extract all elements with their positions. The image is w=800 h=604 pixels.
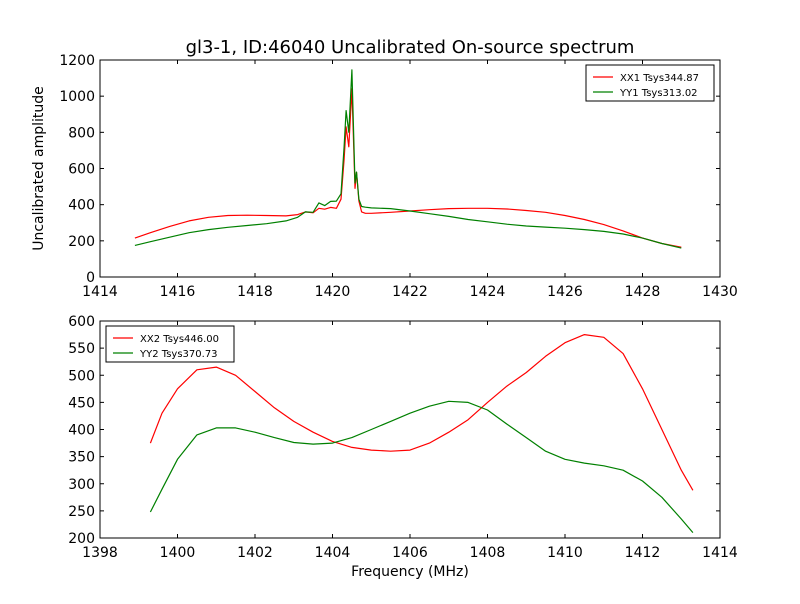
bottom-x-tick-label: 1400 (160, 545, 196, 561)
top-panel: 1414 1416 1418 1420 1422 1424 1426 1428 1430 0 200… (31, 53, 738, 300)
top-y-tick-label: 200 (68, 234, 95, 250)
chart-title: gl3-1, ID:46040 Uncalibrated On-source s… (186, 37, 635, 58)
bottom-x-tick-label: 1404 (315, 545, 351, 561)
bottom-x-axis-label: Frequency (MHz) (351, 564, 469, 580)
top-series-line-1 (134, 88, 682, 248)
top-x-tick-label: 1430 (702, 284, 738, 300)
bottom-y-tick-label: 400 (68, 423, 95, 439)
bottom-legend-label-2: YY2 Tsys370.73 (139, 349, 218, 360)
top-y-axis-label: Uncalibrated amplitude (31, 86, 47, 251)
bottom-x-tick-label: 1398 (82, 545, 118, 561)
bottom-legend: XX2 Tsys446.00 YY2 Tsys370.73 (105, 325, 235, 363)
bottom-y-tick-label: 550 (68, 341, 95, 357)
bottom-legend-box (105, 325, 235, 363)
top-x-tick-label: 1416 (160, 284, 196, 300)
top-y-tick-label: 600 (68, 162, 95, 178)
bottom-y-tick-label: 500 (68, 368, 95, 384)
bottom-series-line-2 (149, 400, 694, 533)
bottom-y-tick-label: 300 (68, 477, 95, 493)
top-x-tick-label: 1424 (470, 284, 506, 300)
bottom-x-tick-label: 1414 (702, 545, 738, 561)
bottom-x-tick-label: 1406 (392, 545, 428, 561)
top-x-tick-label: 1420 (315, 284, 351, 300)
top-legend-label-1: XX1 Tsys344.87 (620, 73, 699, 84)
bottom-y-tick-label: 600 (68, 314, 95, 330)
bottom-panel: 1398 1400 1402 1404 1406 1408 1410 1412 1414 200 2… (68, 314, 738, 580)
top-legend-label-2: YY1 Tsys313.02 (619, 88, 698, 99)
top-x-tick-label: 1426 (547, 284, 583, 300)
bottom-x-tick-label: 1412 (625, 545, 661, 561)
top-x-tick-label: 1418 (237, 284, 273, 300)
top-x-tick-label: 1428 (625, 284, 661, 300)
top-y-tick-label: 1200 (59, 53, 95, 69)
top-y-tick-label: 0 (86, 270, 95, 286)
bottom-x-tick-label: 1410 (547, 545, 583, 561)
top-legend: XX1 Tsys344.87 YY1 Tsys313.02 (585, 64, 715, 102)
bottom-y-tick-label: 450 (68, 395, 95, 411)
top-series-line-2 (134, 69, 682, 249)
bottom-legend-label-1: XX2 Tsys446.00 (140, 334, 219, 345)
bottom-series-line-1 (149, 334, 694, 491)
top-y-tick-label: 800 (68, 125, 95, 141)
bottom-y-tick-label: 250 (68, 504, 95, 520)
top-x-tick-label: 1422 (392, 284, 428, 300)
bottom-x-tick-label: 1408 (470, 545, 506, 561)
bottom-y-tick-label: 200 (68, 531, 95, 547)
top-legend-box (585, 64, 715, 102)
bottom-y-tick-label: 350 (68, 450, 95, 466)
bottom-x-tick-label: 1402 (237, 545, 273, 561)
top-y-tick-label: 1000 (59, 89, 95, 105)
top-y-tick-label: 400 (68, 198, 95, 214)
top-x-tick-label: 1414 (82, 284, 118, 300)
